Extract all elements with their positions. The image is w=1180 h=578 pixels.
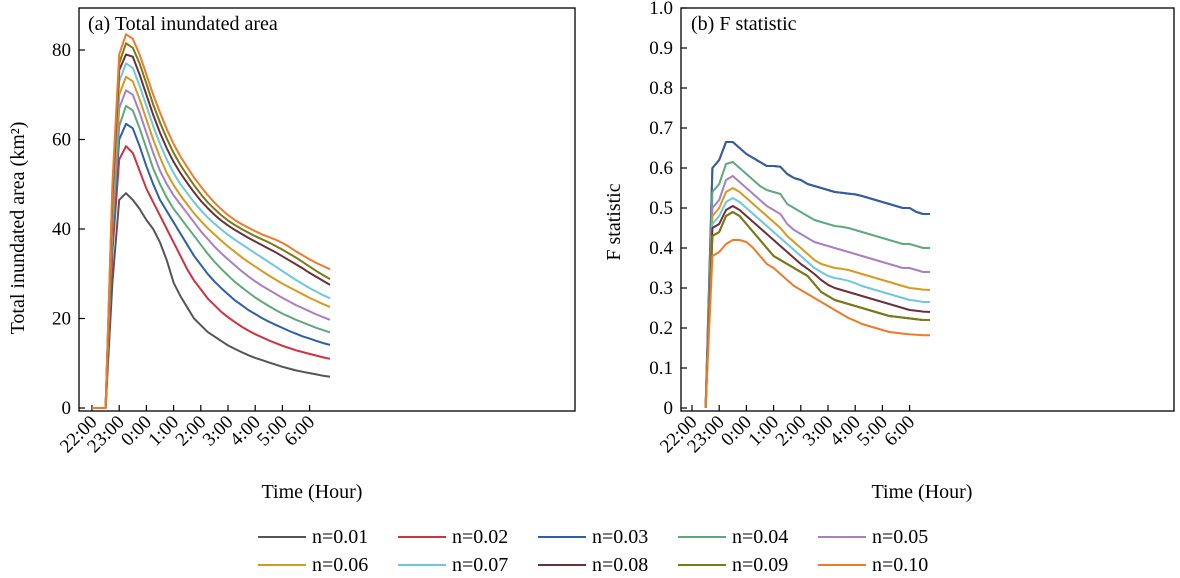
series-line-n-0.06 (704, 187, 931, 409)
y-tick-label: 40 (52, 219, 71, 240)
series-line-n-0.09 (92, 42, 331, 409)
y-tick-label: 0.1 (649, 358, 673, 379)
y-tick-label: 0 (664, 398, 674, 419)
panel-b-title: (b) F statistic (691, 13, 797, 35)
y-tick-label: 0.4 (649, 238, 673, 259)
panel-a-frame (78, 7, 576, 412)
series-line-n-0.03 (704, 141, 930, 409)
legend-entry: n=0.06 (258, 554, 368, 576)
series-line-n-0.06 (92, 75, 331, 409)
series-line-n-0.08 (704, 205, 931, 409)
panel-b-y-ticks: 0 0.1 0.2 0.3 0.4 0.5 0.6 0.7 0.8 0.9 1.0 (649, 0, 687, 419)
series-line-n-0.10 (704, 239, 930, 409)
legend-entry: n=0.04 (678, 526, 788, 548)
legend-label: n=0.10 (872, 554, 928, 576)
legend-label: n=0.04 (732, 526, 788, 548)
y-tick-label: 0.6 (649, 158, 673, 179)
y-tick-label: 0.7 (649, 118, 673, 139)
legend-label: n=0.03 (592, 526, 648, 548)
x-tick-label: 6:00 (280, 412, 319, 451)
series-line-n-0.07 (92, 62, 331, 409)
series-line-n-0.07 (704, 197, 930, 409)
y-tick-label: 0.5 (649, 198, 673, 219)
legend-entry: n=0.08 (538, 554, 648, 576)
y-tick-label: 0.3 (649, 278, 673, 299)
legend-label: n=0.01 (312, 526, 368, 548)
series-line-n-0.08 (92, 53, 331, 409)
legend-entry: n=0.09 (678, 554, 788, 576)
y-tick-label: 0.2 (649, 318, 673, 339)
legend-entry: n=0.01 (258, 526, 368, 548)
panel-a-y-ticks: 0 20 40 60 80 (52, 40, 85, 419)
legend-label: n=0.06 (312, 554, 368, 576)
panel-b-frame (680, 7, 1175, 412)
series-line-n-0.10 (92, 33, 331, 409)
y-tick-label: 20 (52, 309, 71, 330)
panel-b-f-statistic: (b) F statistic F statistic Time (Hour) … (603, 0, 1175, 503)
legend-entry: n=0.05 (818, 526, 928, 548)
y-tick-label: 0.9 (649, 38, 673, 59)
panel-a-total-inundated-area: (a) Total inundated area Total inundated… (7, 7, 576, 503)
series-line-n-0.04 (704, 161, 930, 409)
legend-label: n=0.05 (872, 526, 928, 548)
legend-label: n=0.07 (452, 554, 508, 576)
panel-b-ylabel: F statistic (603, 183, 625, 260)
legend: n=0.01 n=0.02 n=0.03 n=0.04 n=0.05 n=0.06 n=0.… (258, 526, 928, 576)
series-line-n-0.03 (92, 122, 331, 409)
panel-b-series (704, 141, 931, 409)
series-line-n-0.02 (92, 145, 331, 409)
legend-label: n=0.08 (592, 554, 648, 576)
panel-b-xlabel: Time (Hour) (872, 481, 973, 503)
panel-a-series (92, 33, 331, 409)
legend-entry: n=0.07 (398, 554, 508, 576)
panel-a-ylabel: Total inundated area (km²) (7, 122, 29, 335)
y-tick-label: 1.0 (649, 0, 673, 19)
x-tick-label: 6:00 (880, 412, 919, 451)
legend-entry: n=0.03 (538, 526, 648, 548)
legend-entry: n=0.10 (818, 554, 928, 576)
series-line-n-0.05 (704, 175, 930, 409)
legend-entry: n=0.02 (398, 526, 508, 548)
legend-label: n=0.09 (732, 554, 788, 576)
legend-label: n=0.02 (452, 526, 508, 548)
y-tick-label: 0 (62, 398, 72, 419)
y-tick-label: 60 (52, 130, 71, 151)
series-line-n-0.09 (704, 211, 930, 409)
y-tick-label: 80 (52, 40, 71, 61)
series-line-n-0.01 (92, 192, 331, 409)
panel-a-title: (a) Total inundated area (88, 13, 278, 35)
y-tick-label: 0.8 (649, 78, 673, 99)
panel-a-xlabel: Time (Hour) (262, 481, 363, 503)
series-line-n-0.05 (92, 89, 331, 409)
series-line-n-0.04 (92, 104, 331, 409)
